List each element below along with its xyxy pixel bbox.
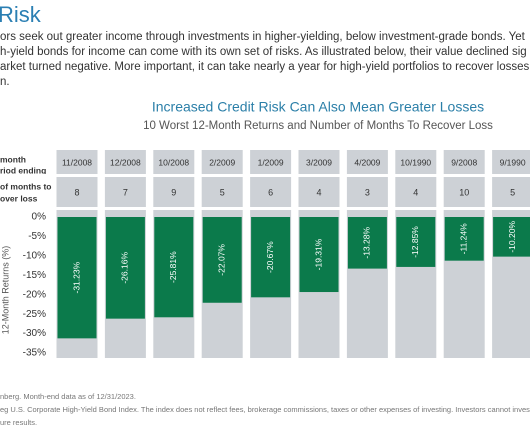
value-label: -13.28% [362,227,372,259]
y-axis-label: 12-Month Returns (%) [0,246,10,335]
bar [444,217,484,261]
bar [57,217,97,339]
period-label: 9/2008 [451,157,477,167]
period-label: 4/2009 [354,157,380,167]
months-to-recover: 4 [413,187,418,197]
period-label: 10/1990 [400,157,431,167]
period-label: 9/1990 [500,157,526,167]
months-to-recover: 7 [123,187,128,197]
bar [251,217,291,298]
months-to-recover: 5 [220,187,225,197]
period-label: 11/2008 [62,157,92,167]
row-divider [0,174,530,177]
row-label: over loss [0,193,38,203]
period-label: 3/2009 [306,157,332,167]
value-label: -22.07% [216,244,226,276]
paragraph-line: arket turned negative. More important, i… [0,61,530,73]
paragraph-line: n. [0,76,10,88]
months-to-recover: 10 [459,187,469,197]
months-to-recover: 9 [171,187,176,197]
period-label: 2/2009 [209,157,235,167]
value-label: -19.31% [313,238,323,270]
y-tick-label: -15% [23,270,46,281]
months-to-recover: 5 [510,187,515,197]
chart-title: Increased Credit Risk Can Also Mean Grea… [152,99,484,115]
bar [493,217,530,257]
bar [105,217,145,319]
period-label: 10/2008 [158,157,189,167]
y-tick-label: -10% [23,250,46,261]
value-label: -10.20% [507,221,517,253]
value-label: -31.23% [71,261,81,293]
months-to-recover: 6 [268,187,273,197]
y-tick-label: -35% [23,348,46,359]
value-label: -26.16% [120,252,130,284]
bar [347,217,387,269]
footnote: ure results. [0,418,37,427]
months-to-recover: 8 [74,187,79,197]
chart-subtitle: 10 Worst 12-Month Returns and Number of … [143,120,493,132]
months-to-recover: 4 [316,187,321,197]
value-label: -11.24% [458,223,468,254]
y-tick-label: -20% [23,289,46,300]
row-label: of months to [0,181,51,191]
paragraph-line: h-yield bonds for income can come with i… [0,46,527,58]
row-divider [0,207,530,210]
value-label: -20.67% [265,241,275,273]
value-label: -12.85% [410,226,420,258]
value-label: -25.81% [168,251,178,283]
bar [396,217,436,267]
footnote: nberg. Month-end data as of 12/31/2023. [0,392,136,401]
footnote: eg U.S. Corporate High-Yield Bond Index.… [0,405,530,414]
bar [299,217,339,293]
paragraph-line: ors seek out greater income through inve… [0,31,526,43]
months-to-recover: 3 [365,187,370,197]
bar [202,217,242,303]
row-label: month [0,154,26,164]
bar [154,217,194,318]
y-tick-label: -30% [23,328,46,339]
y-tick-label: -5% [28,231,46,242]
y-tick-label: -25% [23,309,46,320]
period-label: 12/2008 [110,157,141,167]
row-label: riod ending [0,165,46,175]
page-title: Risk [0,2,42,27]
y-tick-label: 0% [32,212,47,223]
period-label: 1/2009 [258,157,284,167]
